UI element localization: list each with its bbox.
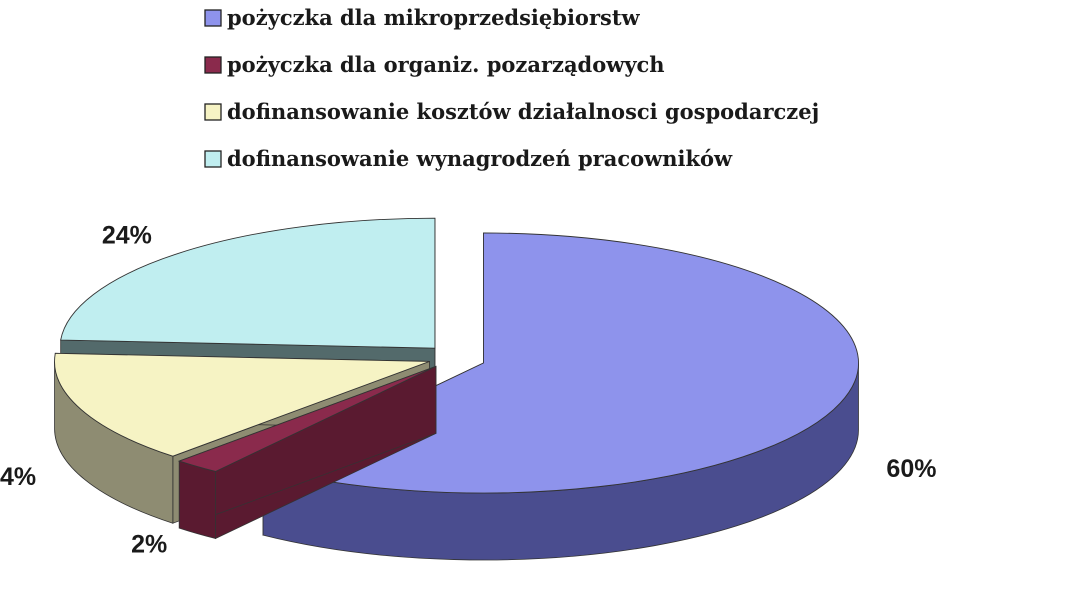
chart-legend: pożyczka dla mikroprzedsiębiorstw pożyczk…: [204, 5, 819, 171]
legend-label-2: dofinansowanie kosztów działalnosci gosp…: [227, 99, 819, 124]
pie-slice-top: [60, 217, 436, 349]
legend-label-1: pożyczka dla organiz. pozarządowych: [227, 52, 665, 77]
pie-label-2: 14%: [0, 463, 36, 491]
legend-swatch-3: [204, 150, 222, 168]
legend-label-3: dofinansowanie wynagrodzeń pracowników: [227, 146, 733, 171]
legend-label-0: pożyczka dla mikroprzedsiębiorstw: [227, 5, 641, 30]
pie-slice-top: [54, 352, 430, 457]
pie-slice-top: [177, 365, 437, 472]
pie-slices: [54, 217, 859, 561]
pie-slice-1: [177, 365, 437, 540]
pie-label-3: 24%: [102, 221, 152, 249]
pie-label-1: 2%: [131, 530, 167, 558]
legend-swatch-2: [204, 103, 222, 121]
legend-swatch-0: [204, 9, 222, 27]
pie-label-0: 60%: [886, 455, 936, 483]
pie-slice-side: [178, 460, 216, 540]
pie-labels: 60% 2% 14% 24%: [0, 221, 936, 558]
legend-swatch-1: [204, 56, 222, 74]
